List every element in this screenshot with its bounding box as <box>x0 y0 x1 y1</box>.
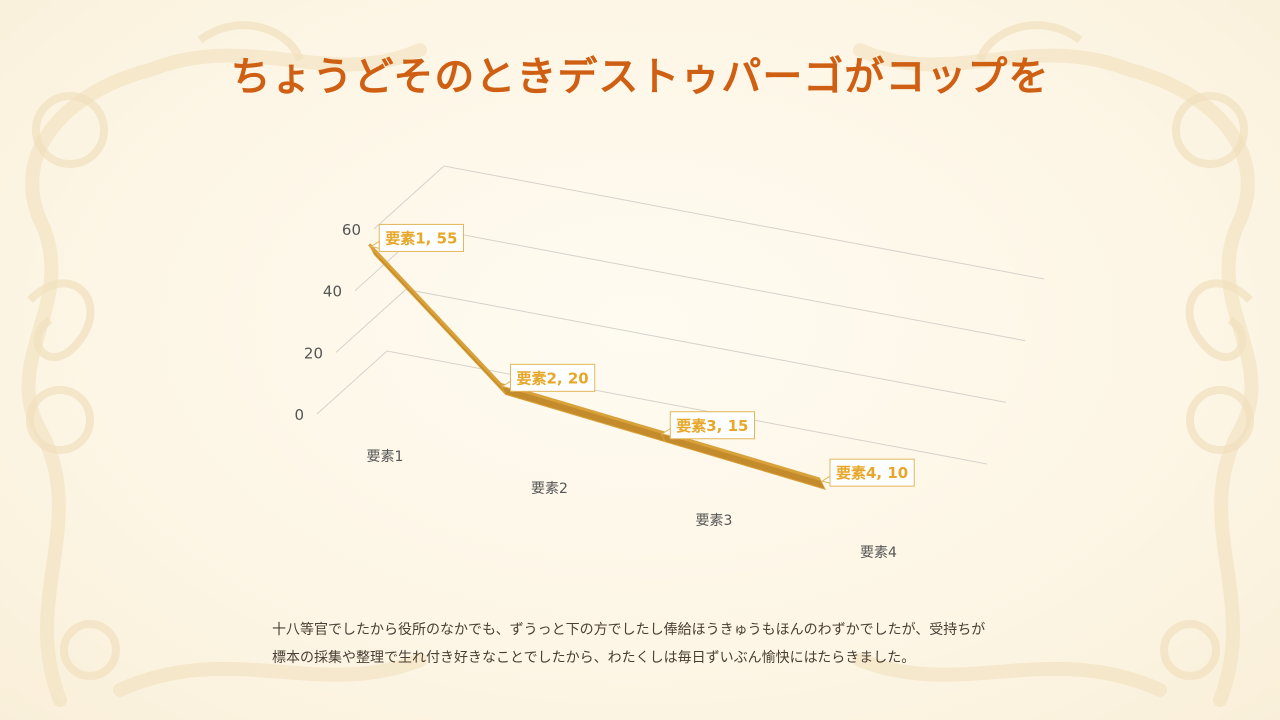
line-chart-3d: 0 20 40 60 要素1 要素2 要素3 要素4 要素1, 55 要素2, 20 要素3, … <box>294 165 1045 561</box>
data-label-text: 要素1, 55 <box>385 229 457 247</box>
y-axis-ticks: 0 20 40 60 <box>294 221 361 424</box>
x-axis-ticks: 要素1 要素2 要素3 要素4 <box>367 449 897 561</box>
y-tick-label: 0 <box>294 406 304 424</box>
x-tick-label: 要素3 <box>696 513 733 529</box>
data-label: 要素1, 55 <box>369 223 464 252</box>
body-text: 十八等官でしたから役所のなかでも、ずうっと下の方でしたし俸給ほうきゅうもほんのわ… <box>272 616 1102 672</box>
body-line: 標本の採集や整理で生れ付き好きなことでしたから、わたくしは毎日ずいぶん愉快にはた… <box>272 650 916 666</box>
x-tick-label: 要素1 <box>367 449 404 465</box>
y-tick-label: 20 <box>304 344 323 362</box>
series-segment-edge <box>659 430 821 481</box>
data-label-text: 要素4, 10 <box>836 464 908 482</box>
y-tick-label: 40 <box>323 283 342 301</box>
y-tick-label: 60 <box>342 221 361 239</box>
data-label-box <box>829 458 915 487</box>
x-tick-label: 要素4 <box>860 545 897 561</box>
series-ribbon <box>368 243 826 490</box>
data-label-box <box>669 411 755 440</box>
data-label-text: 要素3, 15 <box>676 417 748 435</box>
data-label-pointer <box>369 240 380 250</box>
data-label-pointer <box>660 427 671 437</box>
gridline <box>316 350 988 465</box>
data-label: 要素4, 10 <box>820 458 915 487</box>
data-label: 要素2, 20 <box>501 363 596 392</box>
gridline <box>335 288 1007 403</box>
data-labels: 要素1, 55 要素2, 20 要素3, 15 要素4, 10 <box>369 223 915 487</box>
data-label-pointer <box>501 380 511 389</box>
series-segment-edge <box>368 243 502 386</box>
gridline <box>373 165 1045 280</box>
data-label-box <box>378 223 464 252</box>
data-label-pointer <box>820 475 831 484</box>
slide-title: ちょうどそのときデストゥパーゴがコップを <box>230 53 1050 100</box>
x-tick-label: 要素2 <box>531 481 568 497</box>
body-line: 十八等官でしたから役所のなかでも、ずうっと下の方でしたし俸給ほうきゅうもほんのわ… <box>272 622 986 638</box>
data-label-text: 要素2, 20 <box>517 369 589 387</box>
series-segment-edge <box>500 382 661 434</box>
data-label: 要素3, 15 <box>660 411 755 440</box>
data-label-box <box>510 363 596 392</box>
